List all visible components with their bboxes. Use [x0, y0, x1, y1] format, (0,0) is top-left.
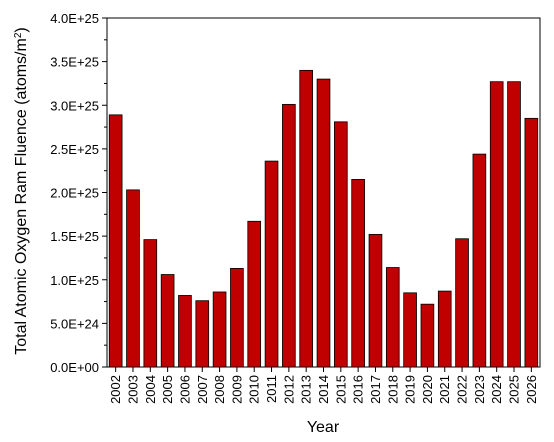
bar-2006	[178, 295, 192, 368]
bar-2018	[385, 267, 400, 368]
y-tick-label: 1.0E+25	[50, 273, 99, 288]
y-tick-label: 0.0E+00	[50, 360, 99, 375]
y-axis-label-superscript: 2	[13, 32, 24, 38]
bar-2009	[230, 268, 244, 368]
x-tick-label: 2016	[351, 375, 366, 404]
bar-2002	[108, 114, 123, 368]
x-tick-label: 2024	[489, 375, 504, 404]
x-tick-label: 2017	[368, 375, 383, 404]
x-tick-label: 2013	[299, 375, 314, 404]
x-tick-label: 2008	[212, 375, 227, 404]
bar-2014	[316, 78, 331, 368]
bar-2024	[489, 81, 504, 368]
x-tick-label: 2003	[125, 375, 140, 404]
bar-2004	[143, 239, 158, 368]
x-tick-label: 2010	[247, 375, 262, 404]
x-tick-label: 2023	[472, 375, 487, 404]
x-tick-label: 2014	[316, 375, 331, 404]
y-tick-label: 1.5E+25	[50, 229, 99, 244]
bar-2020	[420, 303, 435, 368]
x-tick-label: 2020	[420, 375, 435, 404]
bar-2019	[403, 292, 417, 368]
bar-2015	[334, 121, 348, 368]
y-tick-label: 3.0E+25	[50, 98, 99, 113]
bar-2005	[160, 274, 175, 368]
bar-2016	[351, 179, 365, 368]
bars	[108, 69, 539, 368]
y-tick-label: 5.0E+24	[50, 316, 99, 331]
y-tick-label: 4.0E+25	[50, 11, 99, 26]
bar-2008	[212, 291, 227, 368]
x-tick-label: 2009	[229, 375, 244, 404]
x-tick-label: 2011	[264, 375, 279, 403]
y-axis-label-main: Total Atomic Oxygen Ram Fluence (atoms/m	[13, 38, 30, 355]
x-axis-label: Year	[307, 419, 340, 436]
x-tick-label: 2018	[385, 375, 400, 404]
bar-2021	[437, 290, 452, 368]
bar-2012	[282, 103, 296, 368]
y-axis: 0.0E+00 5.0E+24 1.0E+25 1.5E+25 2.0E+25 2.5E+…	[50, 11, 107, 375]
y-axis-label: Total Atomic Oxygen Ram Fluence (atoms/m…	[13, 27, 31, 354]
bar-2013	[299, 69, 313, 368]
bar-2026	[524, 117, 539, 368]
bar-2022	[455, 238, 469, 368]
bar-2010	[247, 220, 262, 368]
y-tick-label: 2.5E+25	[50, 142, 99, 157]
x-tick-label: 2019	[403, 375, 418, 404]
x-tick-label: 2007	[195, 375, 210, 404]
y-axis-label-close: )	[13, 27, 30, 32]
x-axis: 2002 2003 2004 2005 2006 2007 2008 2009 2010 2011…	[108, 367, 539, 404]
y-tick-label: 2.0E+25	[50, 186, 99, 201]
x-tick-label: 2002	[108, 375, 123, 404]
x-tick-label: 2005	[160, 375, 175, 404]
x-tick-label: 2012	[281, 375, 296, 404]
bar-2011	[264, 160, 279, 368]
x-tick-label: 2025	[507, 375, 522, 404]
bar-2023	[472, 153, 487, 368]
x-tick-label: 2004	[143, 375, 158, 404]
y-tick-label: 3.5E+25	[50, 55, 99, 70]
x-tick-label: 2026	[524, 375, 539, 404]
bar-2003	[126, 189, 140, 368]
bar-2007	[195, 300, 210, 368]
x-tick-label: 2015	[333, 375, 348, 404]
x-tick-label: 2022	[455, 375, 470, 404]
x-tick-label: 2006	[177, 375, 192, 404]
bar-2025	[507, 81, 521, 368]
x-tick-label: 2021	[437, 375, 452, 404]
bar-2017	[368, 233, 383, 368]
